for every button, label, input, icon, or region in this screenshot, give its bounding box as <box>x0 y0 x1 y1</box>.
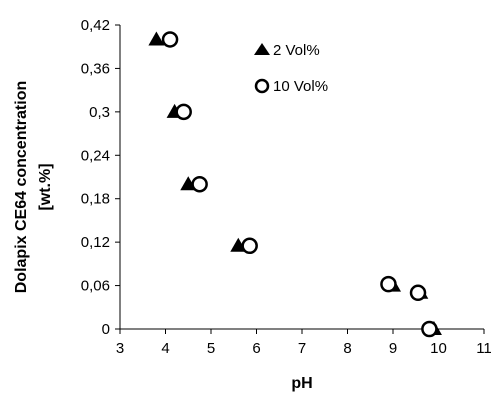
legend-item-2-vol: 2 Vol% <box>254 42 320 59</box>
x-tick-label: 8 <box>343 340 351 357</box>
data-points <box>148 31 442 338</box>
legend-circle-icon <box>254 78 270 94</box>
y-tick-label: 0,3 <box>89 104 110 121</box>
x-tick-label: 11 <box>476 340 492 357</box>
y-tick-label: 0,06 <box>81 278 110 295</box>
x-tick-label: 7 <box>298 340 306 357</box>
legend: 2 Vol% 10 Vol% <box>254 42 328 95</box>
triangle-point <box>148 31 165 46</box>
y-tick-label: 0,24 <box>81 147 110 164</box>
y-axis-title-line1: Dolapix CE64 concentration <box>13 81 30 294</box>
series-1 <box>161 31 438 338</box>
circle-point <box>175 103 192 121</box>
x-tick-label: 5 <box>207 340 215 357</box>
circle-point <box>161 31 179 48</box>
x-axis-title: pH <box>291 375 312 392</box>
y-tick-label: 0,18 <box>81 191 110 208</box>
legend-triangle-icon <box>254 43 270 55</box>
x-tick-label: 10 <box>430 340 447 357</box>
circle-point <box>191 175 208 193</box>
x-tick-label: 4 <box>161 340 169 357</box>
y-tick-label: 0,36 <box>81 60 110 77</box>
y-axis-title: Dolapix CE64 concentration [wt.%] <box>13 81 54 294</box>
axes <box>119 25 484 330</box>
circle-point <box>409 284 427 302</box>
circle-point <box>421 320 438 338</box>
ticks: 3 4 5 6 7 8 9 10 11 0 0,06 0,12 0,18 0,24 0,3 0,36 0,42 <box>81 17 492 357</box>
y-axis-title-line2: [wt.%] <box>37 163 54 210</box>
circle-point <box>380 275 397 293</box>
legend-label-10-vol: 10 Vol% <box>273 78 328 95</box>
legend-label-2-vol: 2 Vol% <box>273 42 320 59</box>
circle-point <box>241 237 258 255</box>
legend-item-10-vol: 10 Vol% <box>254 78 328 95</box>
y-tick-label: 0 <box>102 321 110 338</box>
x-tick-label: 3 <box>116 340 124 357</box>
x-tick-label: 9 <box>389 340 397 357</box>
y-tick-label: 0,12 <box>81 234 110 251</box>
x-tick-label: 6 <box>252 340 260 357</box>
y-tick-label: 0,42 <box>81 17 110 34</box>
